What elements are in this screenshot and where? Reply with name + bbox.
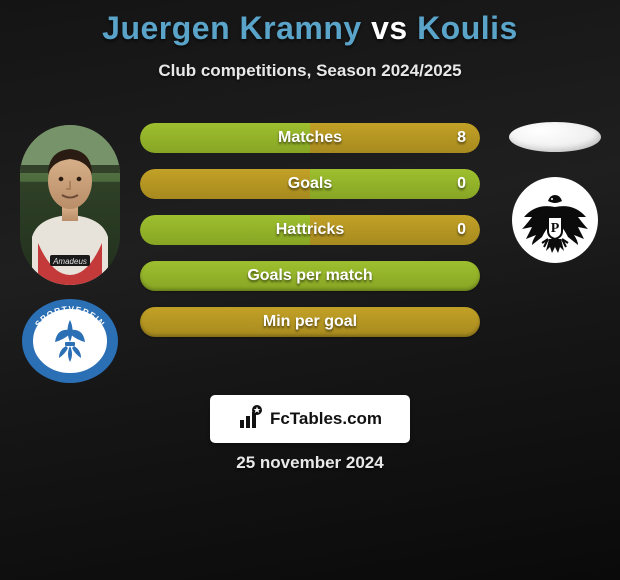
stat-label: Min per goal [263,313,357,331]
svg-text:P: P [551,221,560,236]
footer-date: 25 november 2024 [0,453,620,473]
title-player-a: Juergen Kramny [102,10,362,46]
stat-bar-min-per-goal: Min per goal [140,307,480,337]
title-player-b: Koulis [417,10,518,46]
soccer-chart-icon [238,404,264,435]
bar-left-segment [140,169,310,199]
svg-text:Amadeus: Amadeus [52,257,87,266]
player-a-photo: Amadeus [20,125,120,285]
stat-bars: Matches 8 Goals 0 Hattricks 0 Goals per … [140,123,480,353]
stat-label: Hattricks [276,221,344,239]
stat-bar-goals-per-match: Goals per match [140,261,480,291]
right-player-column: P [500,122,610,263]
brand-badge: FcTables.com [210,395,410,443]
stat-label: Goals [288,175,332,193]
stat-label: Goals per match [247,267,372,285]
club-b-crest: P [512,177,598,263]
left-player-column: Amadeus SPORTVEREIN DARMSTA [10,125,130,384]
club-a-crest: SPORTVEREIN DARMSTADT 1898 E.V. [21,298,119,384]
bar-right-segment [310,169,480,199]
stat-value-right: 0 [457,169,466,199]
page-title: Juergen Kramny vs Koulis [0,0,620,47]
brand-text: FcTables.com [270,409,382,429]
stat-bar-hattricks: Hattricks 0 [140,215,480,245]
stat-value-right: 0 [457,215,466,245]
stat-value-right: 8 [457,123,466,153]
stat-bar-matches: Matches 8 [140,123,480,153]
page-subtitle: Club competitions, Season 2024/2025 [0,61,620,81]
stat-label: Matches [278,129,342,147]
player-b-photo-placeholder [509,122,601,152]
title-vs: vs [362,10,417,46]
stat-bar-goals: Goals 0 [140,169,480,199]
